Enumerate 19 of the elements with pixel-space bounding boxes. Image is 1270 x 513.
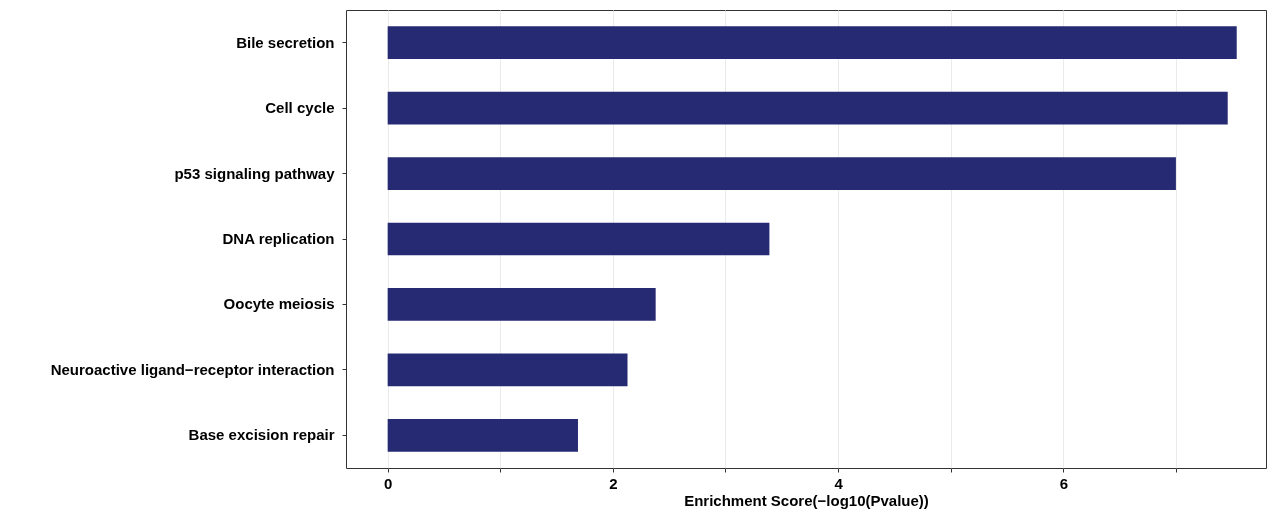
x-tick-label: 0 <box>383 474 393 492</box>
x-tick-label: 4 <box>834 474 844 492</box>
y-tick-label: p53 signaling pathway <box>174 164 336 182</box>
bar <box>387 91 1228 125</box>
y-tick-label: Base excision repair <box>188 426 335 444</box>
x-tick-label: 6 <box>1059 474 1068 492</box>
y-tick-label: Neuroactive ligand−receptor interaction <box>50 360 335 378</box>
x-axis-title: Enrichment Score(−log10(Pvalue)) <box>684 491 929 509</box>
bar <box>387 26 1237 60</box>
bar <box>387 157 1176 190</box>
y-tick-label: DNA replication <box>222 230 335 247</box>
y-tick-label: Cell cycle <box>265 99 335 117</box>
bar <box>387 418 578 452</box>
bar <box>387 288 656 321</box>
y-tick-label: Bile secretion <box>236 33 335 51</box>
x-tick-label: 2 <box>609 474 618 492</box>
bar <box>387 222 770 256</box>
bar <box>387 353 628 387</box>
y-tick-label: Oocyte meiosis <box>223 295 335 313</box>
